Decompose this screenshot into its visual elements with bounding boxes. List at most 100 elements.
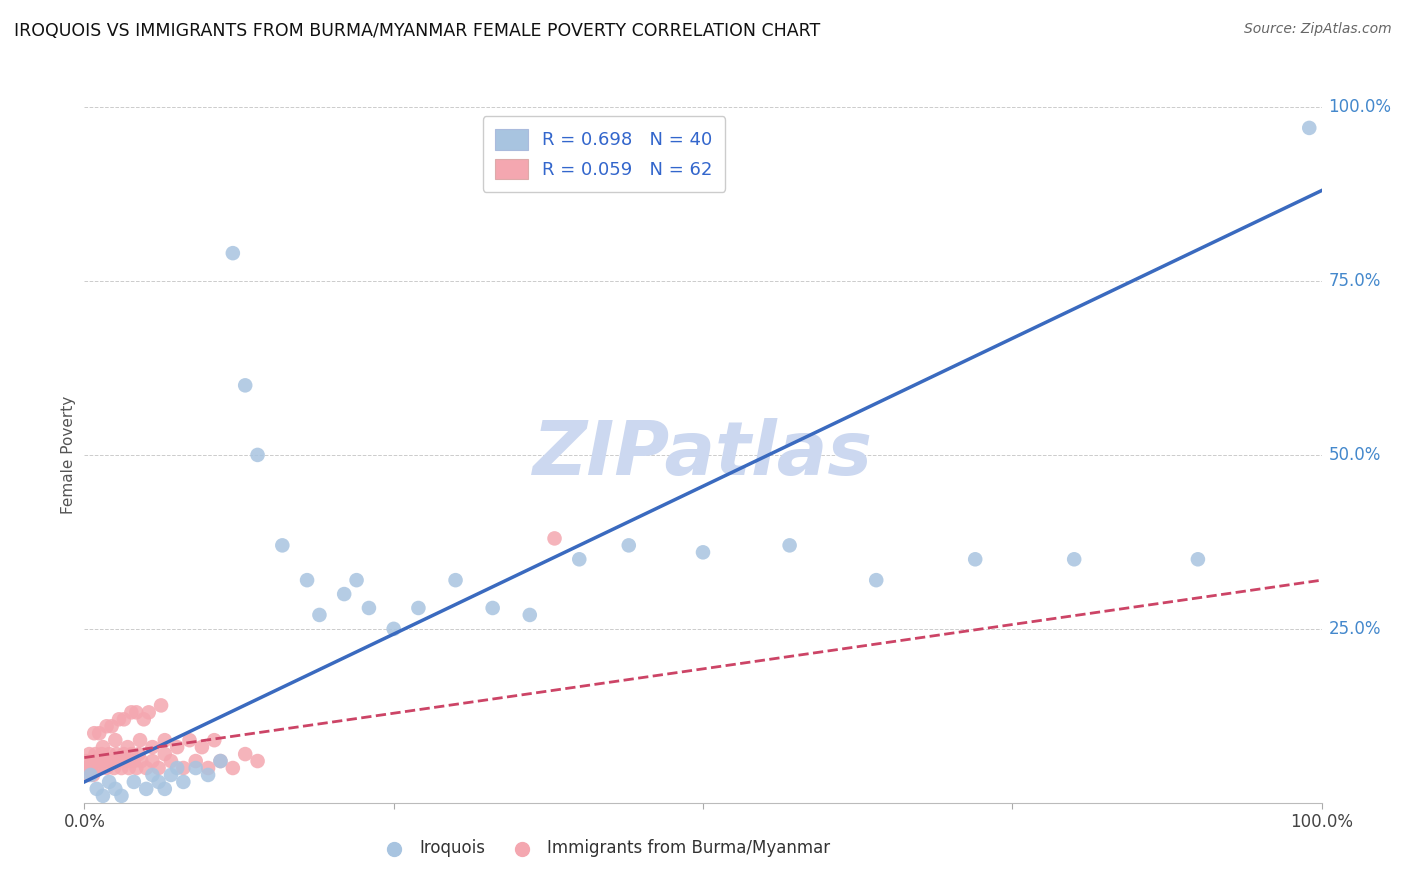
Point — [153, 781, 176, 796]
Text: Source: ZipAtlas.com: Source: ZipAtlas.com — [1244, 22, 1392, 37]
Point — [519, 607, 541, 622]
Point — [1187, 552, 1209, 566]
Point — [271, 538, 294, 552]
Point — [103, 761, 125, 775]
Point — [135, 761, 157, 775]
Point — [141, 768, 163, 782]
Point — [865, 573, 887, 587]
Point — [122, 775, 145, 789]
Point — [160, 768, 183, 782]
Point — [779, 538, 801, 552]
Point — [197, 768, 219, 782]
Point — [295, 573, 318, 587]
Point — [76, 754, 98, 768]
Point — [98, 747, 121, 761]
Point — [197, 761, 219, 775]
Point — [308, 607, 330, 622]
Point — [692, 545, 714, 559]
Point — [79, 761, 101, 775]
Point — [96, 761, 118, 775]
Point — [346, 573, 368, 587]
Point — [120, 706, 142, 720]
Point — [83, 761, 105, 775]
Point — [125, 706, 148, 720]
Point — [125, 761, 148, 775]
Point — [179, 733, 201, 747]
Point — [79, 747, 101, 761]
Point — [93, 754, 115, 768]
Point — [222, 246, 245, 260]
Point — [115, 754, 138, 768]
Point — [222, 761, 245, 775]
Point — [191, 740, 214, 755]
Text: IROQUOIS VS IMMIGRANTS FROM BURMA/MYANMAR FEMALE POVERTY CORRELATION CHART: IROQUOIS VS IMMIGRANTS FROM BURMA/MYANMA… — [14, 22, 820, 40]
Point — [209, 754, 232, 768]
Point — [89, 761, 111, 775]
Point — [233, 378, 256, 392]
Text: ZIPatlas: ZIPatlas — [533, 418, 873, 491]
Point — [209, 754, 232, 768]
Point — [82, 768, 104, 782]
Point — [617, 538, 640, 552]
Point — [408, 601, 430, 615]
Point — [75, 761, 97, 775]
Point — [98, 775, 121, 789]
Point — [150, 698, 173, 713]
Point — [110, 761, 132, 775]
Y-axis label: Female Poverty: Female Poverty — [60, 396, 76, 514]
Point — [105, 747, 128, 761]
Point — [108, 754, 131, 768]
Point — [184, 754, 207, 768]
Point — [132, 712, 155, 726]
Point — [83, 726, 105, 740]
Point — [129, 733, 152, 747]
Point — [112, 747, 135, 761]
Point — [117, 740, 139, 755]
Point — [118, 761, 141, 775]
Point — [965, 552, 987, 566]
Point — [160, 754, 183, 768]
Point — [141, 754, 163, 768]
Point — [128, 747, 150, 761]
Point — [172, 775, 194, 789]
Point — [120, 747, 142, 761]
Point — [246, 754, 269, 768]
Point — [166, 740, 188, 755]
Point — [100, 719, 122, 733]
Text: 25.0%: 25.0% — [1329, 620, 1381, 638]
Point — [104, 781, 127, 796]
Point — [112, 712, 135, 726]
Point — [153, 733, 176, 747]
Point — [202, 733, 225, 747]
Point — [444, 573, 467, 587]
Point — [89, 726, 111, 740]
Point — [100, 754, 122, 768]
Point — [110, 789, 132, 803]
Point — [91, 740, 114, 755]
Point — [184, 761, 207, 775]
Point — [543, 532, 565, 546]
Legend: Iroquois, Immigrants from Burma/Myanmar: Iroquois, Immigrants from Burma/Myanmar — [371, 833, 837, 864]
Point — [86, 754, 108, 768]
Point — [357, 601, 380, 615]
Point — [166, 761, 188, 775]
Point — [148, 761, 170, 775]
Point — [1063, 552, 1085, 566]
Point — [84, 747, 107, 761]
Point — [108, 712, 131, 726]
Text: 100.0%: 100.0% — [1329, 98, 1392, 116]
Point — [333, 587, 356, 601]
Point — [382, 622, 405, 636]
Point — [481, 601, 503, 615]
Text: 75.0%: 75.0% — [1329, 272, 1381, 290]
Point — [96, 719, 118, 733]
Point — [90, 747, 112, 761]
Point — [104, 733, 127, 747]
Point — [138, 706, 160, 720]
Point — [86, 781, 108, 796]
Point — [246, 448, 269, 462]
Point — [79, 768, 101, 782]
Point — [153, 747, 176, 761]
Point — [91, 789, 114, 803]
Point — [148, 775, 170, 789]
